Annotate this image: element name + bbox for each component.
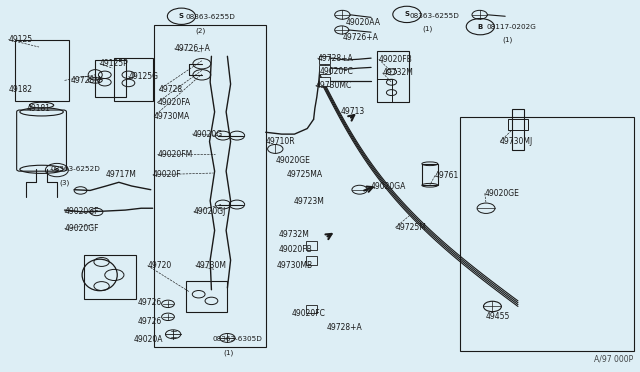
Text: 49717M: 49717M (106, 170, 137, 179)
Bar (306, 256, 317, 264)
Text: S: S (179, 13, 184, 19)
Text: 08117-0202G: 08117-0202G (486, 24, 536, 30)
Text: 49020GJ: 49020GJ (193, 208, 226, 217)
Text: 49020GF: 49020GF (65, 224, 99, 233)
Text: 08363-6255D: 08363-6255D (410, 13, 460, 19)
Bar (511, 109, 524, 150)
Text: S: S (404, 12, 410, 17)
Text: B: B (477, 24, 483, 30)
Bar (115, 58, 153, 101)
Text: 49728+A: 49728+A (326, 323, 362, 332)
Bar (154, 25, 266, 347)
Text: 49020FM: 49020FM (157, 150, 193, 159)
Text: 49730MJ: 49730MJ (500, 137, 533, 146)
Text: S: S (55, 167, 59, 173)
Text: 49730M: 49730M (195, 261, 227, 270)
Text: 49732M: 49732M (383, 68, 413, 77)
Text: 49728M: 49728M (71, 76, 102, 85)
Bar (306, 241, 317, 250)
Text: (1): (1) (422, 25, 433, 32)
Text: 49020FC: 49020FC (291, 310, 325, 318)
Text: 49020AA: 49020AA (346, 19, 381, 28)
Text: 49020FA: 49020FA (157, 98, 190, 107)
Text: 08363-6305D: 08363-6305D (212, 336, 262, 342)
Bar (378, 79, 392, 102)
Text: 49732M: 49732M (278, 230, 309, 239)
Text: 49020A: 49020A (134, 335, 163, 344)
Bar (186, 280, 227, 312)
Bar (306, 305, 317, 314)
Text: 49723M: 49723M (293, 197, 324, 206)
Text: (3): (3) (60, 179, 70, 186)
Text: 49020FC: 49020FC (320, 67, 354, 76)
Text: 49730MB: 49730MB (276, 261, 313, 270)
Text: 49020GE: 49020GE (484, 189, 520, 198)
Text: 08363-6255D: 08363-6255D (186, 15, 236, 20)
Text: 49720: 49720 (148, 261, 172, 270)
Text: 49125: 49125 (8, 35, 33, 44)
Text: 49020FB: 49020FB (379, 55, 413, 64)
Text: 08363-6252D: 08363-6252D (51, 166, 100, 172)
Bar (508, 119, 527, 131)
Text: 49181: 49181 (26, 104, 50, 113)
Text: 49182: 49182 (8, 85, 33, 94)
Text: 49710R: 49710R (266, 137, 295, 146)
Bar (319, 65, 330, 74)
Text: 49730MA: 49730MA (154, 112, 190, 121)
Bar (319, 55, 330, 64)
Text: 49725M: 49725M (396, 223, 426, 232)
Text: A/97 000P: A/97 000P (594, 354, 633, 363)
Text: 49020FB: 49020FB (278, 244, 312, 253)
Bar (319, 77, 330, 86)
Text: 49020G: 49020G (192, 129, 223, 139)
Bar (422, 164, 438, 185)
Text: 49730MC: 49730MC (316, 81, 352, 90)
Text: 49725MA: 49725MA (287, 170, 323, 179)
Text: 49713: 49713 (341, 108, 365, 116)
Bar (84, 254, 136, 299)
Text: 49728: 49728 (159, 85, 183, 94)
Text: 49726+A: 49726+A (342, 33, 378, 42)
Bar (15, 39, 69, 101)
Text: 49726: 49726 (138, 317, 163, 326)
Text: 49726: 49726 (138, 298, 163, 307)
Text: (2): (2) (195, 27, 205, 33)
Text: 49020GA: 49020GA (371, 182, 406, 191)
Text: 49125P: 49125P (100, 59, 129, 68)
Text: (1): (1) (223, 350, 233, 356)
Text: 49761: 49761 (435, 171, 460, 180)
Text: 49020F: 49020F (153, 170, 181, 179)
Text: 49020GF: 49020GF (65, 208, 99, 217)
Text: 49455: 49455 (486, 312, 511, 321)
Bar (378, 51, 410, 102)
Bar (461, 118, 634, 351)
Text: 49728+A: 49728+A (317, 54, 353, 62)
Text: 49726+A: 49726+A (174, 44, 211, 53)
Bar (95, 60, 126, 97)
Text: 49020GE: 49020GE (275, 155, 310, 164)
Text: 49125G: 49125G (129, 72, 159, 81)
Text: (1): (1) (502, 36, 512, 43)
